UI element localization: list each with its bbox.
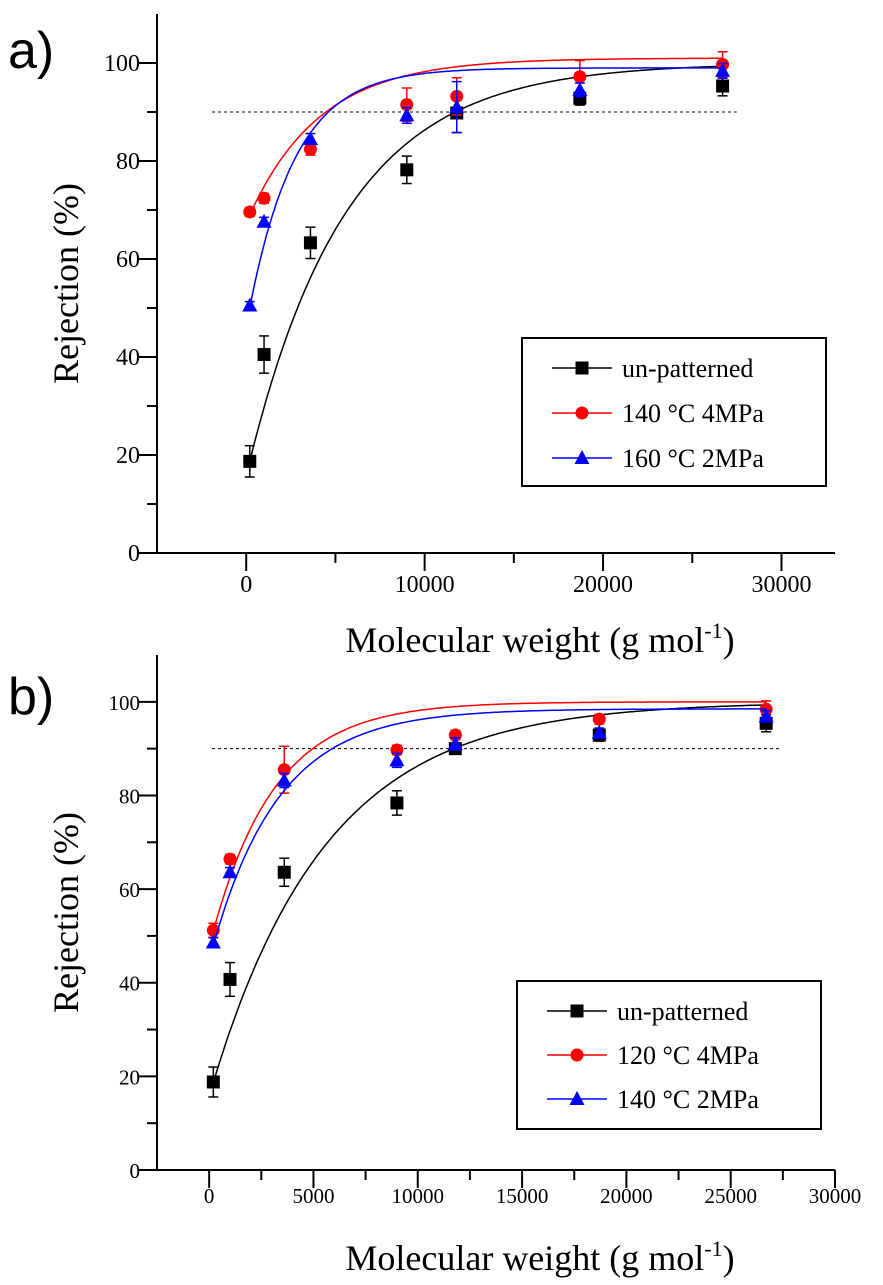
panel-b-data-point bbox=[758, 708, 774, 723]
panel-a-fit-curve bbox=[249, 57, 723, 216]
panel-a-y-tick-label: 60 bbox=[116, 247, 140, 273]
panel-b-y-axis-title: Rejection (%) bbox=[46, 812, 86, 1013]
panel-a-data-point bbox=[400, 163, 414, 177]
panel-b-legend-label: un-patterned bbox=[617, 997, 748, 1026]
panel-a-x-tick-label: 20000 bbox=[573, 572, 633, 598]
panel-a-legend-label: un-patterned bbox=[622, 354, 753, 383]
panel-a-series-0 bbox=[243, 65, 730, 478]
panel-a-legend-label: 140 °C 4MPa bbox=[622, 399, 764, 428]
panel-b-y-tick-label: 40 bbox=[119, 972, 140, 996]
panel-b-data-point bbox=[447, 735, 463, 750]
panel-a-label: a) bbox=[8, 22, 54, 80]
panel-a-x-tick-label: 30000 bbox=[751, 572, 811, 598]
panel-a-series-2 bbox=[242, 62, 731, 312]
panel-a-legend-marker bbox=[575, 361, 589, 375]
panel-a-fit-curve bbox=[249, 67, 723, 309]
panel-a: a) 0 20 40 60 80 100 0 10000 20000 30000 Molecular … bbox=[8, 14, 835, 660]
panel-a-data-point bbox=[243, 454, 257, 468]
panel-a-data-point bbox=[572, 81, 588, 96]
panel-a-legend-label: 160 °C 2MPa bbox=[622, 444, 764, 473]
panel-a-y-tick-label: 80 bbox=[116, 149, 140, 175]
panel-b-legend-marker bbox=[570, 1048, 584, 1062]
panel-b-series-2 bbox=[205, 708, 774, 949]
panel-a-data-point bbox=[573, 70, 587, 84]
panel-b-x-tick-label: 5000 bbox=[292, 1184, 334, 1208]
panel-b-data-point bbox=[390, 796, 404, 810]
panel-a-data-point bbox=[302, 130, 318, 145]
panel-a-y-tick-label: 20 bbox=[116, 443, 140, 469]
panel-b-y-tick-label: 0 bbox=[130, 1159, 141, 1183]
panel-a-data-point bbox=[303, 142, 317, 156]
panel-b-x-tick-label: 0 bbox=[204, 1184, 215, 1208]
panel-b-data-point bbox=[223, 972, 237, 986]
panel-b-fit-curve bbox=[212, 701, 767, 932]
panel-b-x-tick-label: 25000 bbox=[704, 1184, 757, 1208]
panel-b-y-tick-label: 60 bbox=[119, 878, 140, 902]
panel-a-y-tick-label: 40 bbox=[116, 345, 140, 371]
panel-b-data-point bbox=[277, 865, 291, 879]
panel-a-y-tick-label: 100 bbox=[104, 51, 140, 77]
panel-a-data-point bbox=[243, 205, 257, 219]
panel-a-y-axis-title: Rejection (%) bbox=[46, 183, 86, 384]
panel-b-data-point bbox=[222, 864, 238, 879]
panel-a-y-tick-label: 0 bbox=[128, 541, 140, 567]
panel-a-legend-box bbox=[521, 337, 827, 487]
panel-b-x-axis-title: Molecular weight (g mol-1) bbox=[345, 1236, 734, 1278]
panel-b-x-tick-label: 15000 bbox=[496, 1184, 549, 1208]
panel-a-data-point bbox=[715, 62, 731, 77]
panel-b-data-point bbox=[591, 724, 607, 739]
panel-b-legend-label: 120 °C 4MPa bbox=[617, 1041, 759, 1070]
panel-a-data-point bbox=[242, 297, 258, 312]
panel-b-y-tick-label: 20 bbox=[119, 1065, 140, 1089]
panel-a-data-point bbox=[257, 191, 271, 205]
panel-a-data-point bbox=[399, 107, 415, 122]
panel-b-data-point bbox=[206, 1075, 220, 1089]
panel-a-data-point bbox=[716, 79, 730, 93]
panel-b-label: b) bbox=[8, 668, 54, 726]
panel-b-data-point bbox=[223, 852, 237, 866]
panel-b-x-tick-label: 30000 bbox=[809, 1184, 862, 1208]
panel-a-data-point bbox=[257, 348, 271, 362]
panel-a-x-tick-label: 0 bbox=[240, 572, 252, 598]
panel-b-fit-curve bbox=[212, 708, 767, 946]
panel-b-legend-marker bbox=[570, 1004, 584, 1018]
panel-b-x-tick-label: 20000 bbox=[600, 1184, 653, 1208]
panel-b-x-tick-label: 10000 bbox=[392, 1184, 445, 1208]
panel-a-data-point bbox=[449, 99, 465, 114]
panel-b-legend-label: 140 °C 2MPa bbox=[617, 1085, 759, 1114]
panel-a-data-point bbox=[256, 213, 272, 228]
panel-b-data-point bbox=[276, 772, 292, 787]
panel-b-data-point bbox=[592, 712, 606, 726]
panel-a-fit-curve bbox=[249, 65, 723, 462]
panel-a-x-axis-title: Molecular weight (g mol-1) bbox=[345, 618, 734, 660]
panel-b-legend-marker bbox=[569, 1091, 585, 1105]
panel-a-legend-marker bbox=[574, 450, 590, 464]
panel-b-data-point bbox=[205, 934, 221, 949]
panel-a-series-1 bbox=[243, 50, 730, 219]
panel-a-legend: un-patterned 140 °C 4MPa 160 °C 2MPa bbox=[521, 337, 827, 487]
panel-a-legend-marker bbox=[575, 406, 589, 420]
panel-b: b) 0 20 40 60 80 100 0 5000 10000 15000 20000 25000 3… bbox=[8, 655, 861, 1278]
panel-b-y-tick-label: 100 bbox=[109, 691, 141, 715]
panel-b-y-tick-label: 80 bbox=[119, 784, 140, 808]
panel-a-data-point bbox=[303, 236, 317, 250]
panel-b-legend: un-patterned 120 °C 4MPa 140 °C 2MPa bbox=[516, 980, 822, 1130]
panel-a-x-tick-label: 10000 bbox=[395, 572, 455, 598]
panel-b-data-point bbox=[389, 752, 405, 767]
